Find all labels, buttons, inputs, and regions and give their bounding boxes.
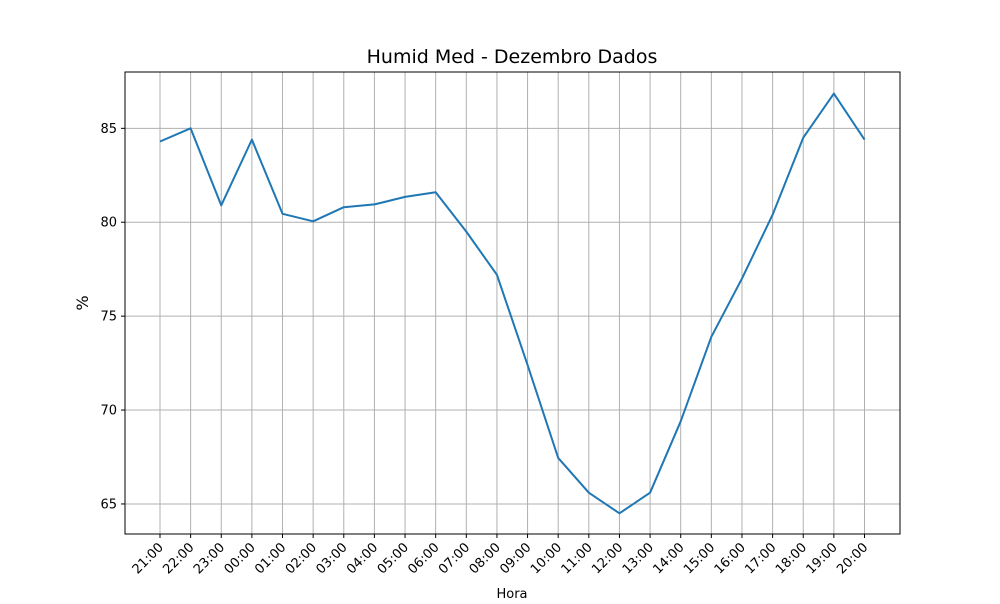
series-line	[159, 92, 866, 515]
y-tick-label: 70	[100, 404, 117, 419]
x-tick-label: 11:00	[559, 540, 596, 577]
x-tick-label: 08:00	[467, 540, 504, 577]
x-tick-label: 05:00	[375, 540, 412, 577]
y-tick-label: 80	[100, 216, 117, 231]
grid-lines	[125, 72, 900, 534]
x-tick-label: 18:00	[773, 540, 810, 577]
x-tick-label: 09:00	[497, 540, 534, 577]
x-tick-label: 15:00	[681, 540, 718, 577]
x-tick-label: 01:00	[252, 540, 289, 577]
y-tick-label: 85	[100, 122, 117, 137]
x-tick-label: 10:00	[528, 540, 565, 577]
x-tick-label: 19:00	[804, 540, 841, 577]
x-tick-label: 06:00	[405, 540, 442, 577]
plot-frame	[124, 71, 901, 535]
x-tick-label: 22:00	[160, 540, 197, 577]
x-tick-label: 07:00	[436, 540, 473, 577]
y-tick-label: 65	[100, 497, 117, 512]
x-tick-label: 12:00	[589, 540, 626, 577]
x-axis-label: Hora	[496, 587, 527, 600]
x-tick-label: 02:00	[283, 540, 320, 577]
x-tick-label: 00:00	[222, 540, 259, 577]
x-tick-label: 23:00	[191, 540, 228, 577]
x-tick-label: 17:00	[742, 540, 779, 577]
series-layer	[159, 92, 866, 515]
x-tick-label: 21:00	[130, 540, 167, 577]
x-tick-label: 13:00	[620, 540, 657, 577]
chart-title: Humid Med - Dezembro Dados	[367, 46, 658, 68]
x-tick-label: 14:00	[650, 540, 687, 577]
x-tick-label: 20:00	[834, 540, 871, 577]
y-axis-label: %	[73, 295, 92, 310]
x-tick-label: 16:00	[712, 540, 749, 577]
x-tick-label: 03:00	[314, 540, 351, 577]
y-tick-label: 75	[100, 310, 117, 325]
x-tick-label: 04:00	[344, 540, 381, 577]
